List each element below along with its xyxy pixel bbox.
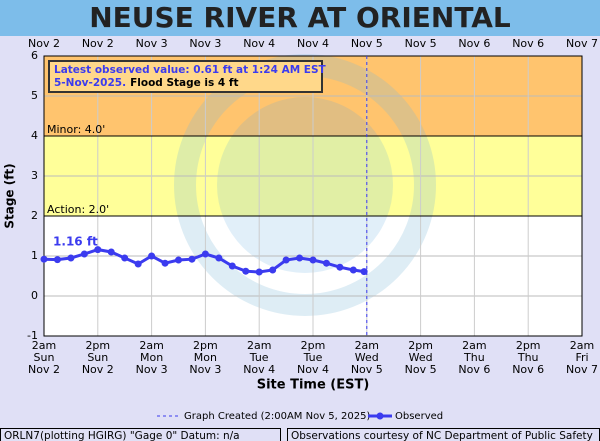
data-point: [360, 268, 368, 276]
data-point: [121, 254, 129, 262]
data-point: [282, 256, 290, 264]
x-tick-label: 2am Sun Nov 2: [28, 339, 60, 376]
peak-label: 1.16 ft: [53, 235, 98, 249]
note-line: Latest observed value: 0.61 ft at 1:24 A…: [54, 64, 327, 76]
x-tick-label: 2am Mon Nov 3: [135, 339, 168, 376]
y-tick-label: 5: [31, 89, 38, 102]
y-axis-label: Stage (ft): [3, 163, 17, 228]
x-tick-label: 2am Thu Nov 6: [458, 339, 491, 376]
data-point: [40, 255, 48, 263]
data-point: [80, 250, 88, 258]
threshold-label: Action: 2.0': [47, 203, 109, 216]
data-point: [296, 254, 304, 262]
note-date: 5-Nov-2025.: [54, 77, 126, 89]
flood-note: Flood Stage is 4 ft: [130, 77, 238, 89]
x-tick-label: 2am Tue Nov 4: [243, 339, 276, 376]
data-point: [201, 250, 209, 258]
top-tick-label: Nov 4: [297, 37, 329, 50]
note-line: 5-Nov-2025. Flood Stage is 4 ft: [54, 77, 238, 89]
top-tick-label: Nov 6: [458, 37, 490, 50]
top-tick-label: Nov 2: [82, 37, 114, 50]
data-point: [94, 246, 102, 254]
data-point: [322, 259, 330, 267]
data-point: [67, 254, 75, 262]
y-tick-label: 1: [31, 249, 38, 262]
y-tick-label: 4: [31, 129, 38, 142]
title-bar: [0, 0, 600, 36]
top-tick-label: Nov 5: [405, 37, 437, 50]
threshold-label: Minor: 4.0': [47, 123, 105, 136]
data-point: [148, 252, 156, 260]
note-box: [48, 60, 323, 93]
data-point: [175, 256, 182, 264]
data-point: [242, 267, 250, 275]
x-tick-label: 2pm Tue Nov 4: [297, 339, 329, 376]
top-tick-label: Nov 7: [566, 37, 598, 50]
legend-label: Graph Created (2:00AM Nov 5, 2025): [184, 411, 370, 422]
y-tick-label: 2: [31, 209, 38, 222]
footer-right: Observations courtesy of NC Department o…: [291, 430, 593, 441]
data-point: [161, 259, 169, 267]
x-tick-label: 2am Fri Nov 7: [566, 339, 598, 376]
top-tick-label: Nov 3: [189, 37, 221, 50]
y-tick-label: 6: [31, 49, 38, 62]
top-tick-label: Nov 3: [136, 37, 168, 50]
data-point: [215, 254, 223, 262]
data-point: [107, 248, 115, 256]
data-point: [188, 255, 196, 263]
y-tick-label: -1: [27, 329, 38, 342]
top-tick-label: Nov 5: [351, 37, 383, 50]
data-point: [269, 266, 277, 274]
y-tick-label: 0: [31, 289, 38, 302]
data-point: [309, 256, 317, 264]
chart-title: NEUSE RIVER AT ORIENTAL: [89, 1, 511, 34]
x-tick-label: 2pm Wed Nov 5: [404, 339, 437, 376]
x-tick-label: 2pm Thu Nov 6: [512, 339, 545, 376]
x-tick-label: 2pm Sun Nov 2: [81, 339, 114, 376]
x-tick-label: 2am Wed Nov 5: [350, 339, 383, 376]
data-point: [349, 266, 357, 274]
top-tick-label: Nov 2: [28, 37, 60, 50]
noaa-watermark: [217, 97, 393, 273]
top-tick-label: Nov 6: [512, 37, 544, 50]
x-tick-label: 2pm Mon Nov 3: [189, 339, 222, 376]
legend-label: Observed: [395, 411, 443, 422]
data-point: [228, 262, 236, 270]
data-point: [336, 263, 344, 271]
y-tick-label: 3: [31, 169, 38, 182]
plot-frame: [43, 55, 583, 337]
footer-box: [0, 428, 281, 441]
legend-observed-dot: [376, 412, 384, 420]
data-point: [134, 260, 142, 268]
x-axis-label: Site Time (EST): [257, 378, 370, 393]
top-tick-label: Nov 4: [243, 37, 275, 50]
data-point: [53, 256, 61, 264]
footer-left: ORLN7(plotting HGIRG) "Gage 0" Datum: n/…: [4, 430, 240, 441]
data-point: [255, 268, 263, 276]
